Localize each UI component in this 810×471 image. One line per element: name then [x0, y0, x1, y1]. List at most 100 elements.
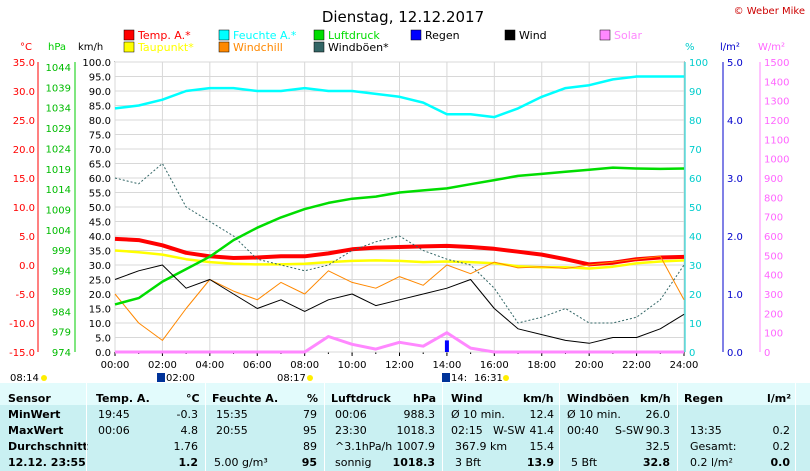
celsius-tick-label: 10.0: [13, 203, 35, 214]
legend-label: Windböen*: [328, 41, 389, 54]
kmh-tick-label: 85.0: [89, 102, 111, 113]
hpa-tick-label: 1009: [46, 206, 71, 217]
time-tick-label: 20:00: [575, 360, 604, 371]
max-hum: 95: [303, 424, 317, 437]
col-rain-unit: l/m²: [767, 392, 792, 405]
time-tick-label: 10:00: [338, 360, 367, 371]
max-rain-label: 13:35: [690, 424, 722, 437]
cur-press: 1018.3: [392, 456, 435, 469]
solar-tick-label: 0: [764, 348, 770, 359]
col-rain: Regen: [684, 392, 724, 405]
pct-tick-label: 80: [689, 116, 702, 127]
avg-press-time: ^3.1hPa/h: [335, 440, 393, 453]
hpa-tick-label: 1029: [46, 124, 71, 135]
hpa-tick-label: 1044: [46, 63, 71, 74]
cur-rain-label: 0.2 l/m²: [690, 456, 733, 469]
solar-tick-label: 1100: [764, 135, 789, 146]
solar-unit-label: W/m²: [758, 42, 785, 53]
chart-title: Dienstag, 12.12.2017: [322, 8, 484, 26]
series-line-wind: [114, 264, 685, 344]
solar-tick-label: 1300: [764, 97, 789, 108]
solar-tick-label: 800: [764, 193, 783, 204]
kmh-tick-label: 40.0: [89, 232, 111, 243]
pct-tick-label: 70: [689, 145, 702, 156]
max-wind: 41.4: [529, 424, 555, 437]
stats-table-header: [0, 383, 810, 405]
time-tick-label: 24:00: [670, 360, 699, 371]
legend-swatch: [410, 29, 422, 41]
celsius-tick-label: 5.0: [19, 232, 35, 243]
min-press: 988.3: [403, 408, 436, 421]
col-gust-unit: km/h: [640, 392, 671, 405]
kmh-tick-label: 25.0: [89, 276, 111, 287]
cur-gust-label: 5 Bft: [571, 456, 598, 469]
col-wind-unit: km/h: [523, 392, 554, 405]
cur-rain: 0.0: [770, 456, 791, 469]
hpa-tick-label: 1034: [46, 104, 71, 115]
kmh-tick-label: 35.0: [89, 247, 111, 258]
grid: [114, 61, 685, 353]
hpa-tick-label: 979: [52, 328, 71, 339]
legend-swatch: [313, 41, 325, 53]
series-line-luftdruck: [114, 166, 685, 306]
rain-tick-label: 2.0: [727, 232, 743, 243]
pct-tick-label: 0: [689, 348, 695, 359]
min-wind-label: Ø 10 min.: [451, 408, 505, 421]
col-pressure-unit: hPa: [413, 392, 437, 405]
pct-tick-label: 100: [689, 58, 708, 69]
cur-press-time: sonnig: [335, 456, 372, 469]
kmh-tick-label: 50.0: [89, 203, 111, 214]
kmh-tick-label: 65.0: [89, 160, 111, 171]
cur-temp: 1.2: [178, 456, 199, 469]
pct-tick-label: 10: [689, 319, 702, 330]
avg-wind: 15.4: [529, 440, 555, 453]
kmh-tick-label: 100.0: [82, 58, 111, 69]
max-gust: 90.3: [645, 424, 671, 437]
max-temp-time: 00:06: [98, 424, 130, 437]
time-tick-label: 02:00: [148, 360, 177, 371]
solar-tick-label: 400: [764, 271, 783, 282]
solar-tick-label: 500: [764, 251, 783, 262]
col-pressure: Luftdruck: [331, 392, 391, 405]
kmh-tick-label: 90.0: [89, 87, 111, 98]
hpa-tick-label: 1004: [46, 226, 71, 237]
kmh-tick-label: 30.0: [89, 261, 111, 272]
kmh-tick-label: 95.0: [89, 73, 111, 84]
weather-chart: Dienstag, 12.12.2017 © Weber Mike Temp. …: [9, 6, 805, 383]
pct-tick-label: 20: [689, 290, 702, 301]
sun-markers: 08:14 02:00 08:17 14: 16:31: [10, 373, 509, 383]
rain-tick-label: 4.0: [727, 116, 743, 127]
avg-hum: 89: [303, 440, 317, 453]
min-wind: 12.4: [529, 408, 555, 421]
time-tick-label: 22:00: [622, 360, 651, 371]
min-hum: 79: [303, 408, 317, 421]
hpa-tick-label: 989: [52, 287, 71, 298]
sunset-marker-label: 08:17: [277, 373, 306, 383]
rain-tick-label: 5.0: [727, 58, 743, 69]
min-temp: -0.3: [176, 408, 198, 421]
col-wind: Wind: [451, 392, 483, 405]
legend-swatch: [313, 29, 325, 41]
solar-tick-label: 1400: [764, 77, 789, 88]
hpa-tick-label: 994: [52, 267, 71, 278]
moon-icon: [503, 375, 509, 381]
series-line-windb-en-: [114, 163, 685, 324]
legend-swatch: [218, 29, 230, 41]
legend-label: Regen: [425, 29, 460, 42]
legend-label: Wind: [519, 29, 547, 42]
celsius-tick-label: -10.0: [9, 319, 35, 330]
cur-wind-label: 3 Bft: [455, 456, 482, 469]
max-hum-time: 20:55: [216, 424, 248, 437]
solar-tick-label: 1500: [764, 58, 789, 69]
solar-tick-label: 700: [764, 213, 783, 224]
legend-swatch: [504, 29, 516, 41]
kmh-tick-label: 0.0: [95, 348, 111, 359]
row-max-label: MaxWert: [8, 424, 64, 437]
min-hum-time: 15:35: [216, 408, 248, 421]
hpa-tick-label: 974: [52, 348, 71, 359]
min-gust: 26.0: [645, 408, 671, 421]
copyright-label: © Weber Mike: [734, 6, 805, 17]
celsius-tick-label: 0.0: [19, 261, 35, 272]
time-tick-label: 00:00: [101, 360, 130, 371]
legend: Temp. A.* Feuchte A.* Luftdruck Regen Wind So…: [123, 29, 643, 54]
